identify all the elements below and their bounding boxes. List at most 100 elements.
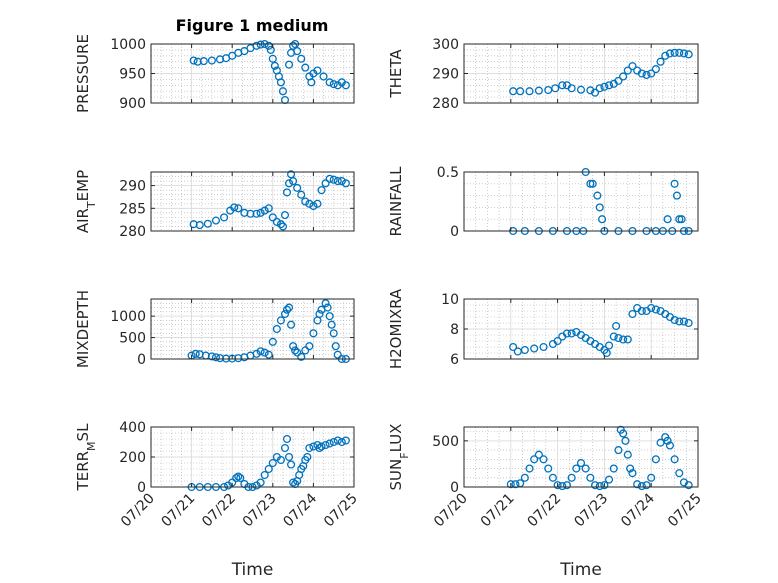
data-point xyxy=(520,345,529,355)
pressure-ylabel: PRESSURE xyxy=(74,34,92,113)
data-point xyxy=(207,352,216,361)
data-point xyxy=(329,437,338,447)
data-point xyxy=(284,452,294,462)
y-tick-label: 285 xyxy=(119,201,146,217)
data-point xyxy=(553,481,562,490)
y-tick-label: 500 xyxy=(119,331,146,347)
data-point xyxy=(593,191,602,200)
data-point xyxy=(278,87,288,96)
data-point xyxy=(530,344,539,353)
data-point xyxy=(619,429,628,438)
data-point xyxy=(665,49,674,58)
data-point xyxy=(595,482,604,491)
data-point xyxy=(289,342,298,351)
data-point xyxy=(516,87,525,96)
y-tick-label: 0.5 xyxy=(437,165,459,181)
data-point xyxy=(303,452,312,462)
data-point xyxy=(661,51,670,60)
x-tick-label: 07/20 xyxy=(118,491,158,531)
x-tick-label: 07/23 xyxy=(240,491,280,531)
data-point xyxy=(670,455,679,464)
data-point xyxy=(544,464,553,473)
subplot-h2omixra: 6 8 10 H2OMIXRA xyxy=(387,288,699,369)
data-point xyxy=(520,473,529,482)
data-point xyxy=(605,81,614,90)
data-point xyxy=(675,317,684,326)
data-point xyxy=(246,209,255,218)
data-point xyxy=(268,458,277,468)
data-point xyxy=(614,76,623,85)
data-point xyxy=(684,318,693,328)
data-point xyxy=(665,441,674,450)
data-point xyxy=(321,299,330,308)
data-point xyxy=(647,69,656,78)
data-point xyxy=(581,464,590,473)
data-point xyxy=(675,469,684,478)
terr-msl-ylabel: TERRMSL xyxy=(74,423,98,492)
x-axis-label: Time xyxy=(231,560,274,580)
data-point xyxy=(651,305,660,314)
data-point xyxy=(287,460,296,469)
data-point xyxy=(321,179,330,188)
sun-flux-ylabel: SUNFLUX xyxy=(387,424,411,491)
data-point xyxy=(264,204,273,213)
data-point xyxy=(230,203,239,212)
data-point xyxy=(287,320,296,329)
data-point xyxy=(203,219,212,228)
data-point xyxy=(609,332,618,341)
data-point xyxy=(679,49,689,58)
x-tick-label: 07/25 xyxy=(321,491,361,531)
x-tick-label: 07/22 xyxy=(199,491,239,531)
data-point xyxy=(619,72,628,81)
data-point xyxy=(670,315,679,325)
x-tick-label: 07/24 xyxy=(618,490,658,530)
axes-box xyxy=(463,171,699,232)
air-temp-ylabel: AIRTEMP xyxy=(74,170,98,233)
data-point xyxy=(276,316,285,325)
theta-ylabel: THETA xyxy=(387,49,405,99)
data-point xyxy=(264,464,273,474)
data-point xyxy=(313,66,322,75)
data-point xyxy=(614,333,623,343)
y-tick-label: 400 xyxy=(119,420,146,436)
data-point xyxy=(670,48,679,57)
data-point xyxy=(260,470,269,480)
data-point xyxy=(341,81,350,90)
data-point xyxy=(675,215,684,224)
y-tick-label: 10 xyxy=(441,292,459,308)
data-point xyxy=(278,222,288,231)
data-point xyxy=(614,446,623,455)
data-point xyxy=(539,455,548,464)
data-point xyxy=(586,473,595,482)
data-point xyxy=(656,438,665,447)
data-point xyxy=(600,82,609,91)
data-point xyxy=(323,303,332,312)
data-point xyxy=(609,464,618,473)
x-tick-label: 07/21 xyxy=(478,491,518,531)
y-tick-label: 280 xyxy=(432,96,459,112)
data-point xyxy=(282,434,292,444)
data-point xyxy=(637,69,646,78)
data-point xyxy=(220,213,229,222)
data-point xyxy=(586,86,595,95)
data-point xyxy=(256,347,265,356)
data-point xyxy=(195,221,204,230)
y-tick-label: 200 xyxy=(119,450,146,466)
data-point xyxy=(628,62,637,71)
y-tick-label: 290 xyxy=(119,179,146,195)
data-point xyxy=(215,354,225,363)
y-tick-label: 0 xyxy=(450,480,459,496)
data-point xyxy=(544,85,553,95)
data-point xyxy=(325,312,334,321)
data-point xyxy=(325,174,334,183)
data-point xyxy=(280,309,290,319)
data-point xyxy=(211,353,221,362)
data-point xyxy=(252,209,261,218)
data-point xyxy=(252,349,261,358)
data-point xyxy=(551,84,560,93)
x-tick-label: 07/24 xyxy=(280,490,320,530)
y-tick-label: 900 xyxy=(119,96,146,112)
data-point xyxy=(539,342,548,352)
